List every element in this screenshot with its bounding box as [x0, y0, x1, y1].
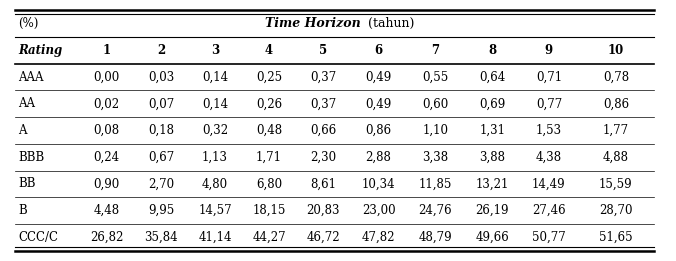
Text: 0,02: 0,02 — [94, 97, 120, 110]
Text: 5: 5 — [319, 44, 327, 57]
Text: 0,86: 0,86 — [366, 124, 391, 137]
Text: 4,48: 4,48 — [94, 204, 120, 217]
Text: 0,71: 0,71 — [536, 71, 562, 84]
Text: 0,03: 0,03 — [148, 71, 174, 84]
Text: 4,38: 4,38 — [536, 151, 562, 164]
Text: 4: 4 — [265, 44, 273, 57]
Text: 7: 7 — [431, 44, 439, 57]
Text: 1: 1 — [103, 44, 111, 57]
Text: 3,88: 3,88 — [479, 151, 505, 164]
Text: 10: 10 — [608, 44, 624, 57]
Text: 28,70: 28,70 — [599, 204, 633, 217]
Text: 0,18: 0,18 — [148, 124, 174, 137]
Text: 0,48: 0,48 — [256, 124, 282, 137]
Text: 23,00: 23,00 — [362, 204, 395, 217]
Text: 14,49: 14,49 — [532, 177, 566, 190]
Text: 20,83: 20,83 — [306, 204, 340, 217]
Text: 4,80: 4,80 — [202, 177, 228, 190]
Text: 0,14: 0,14 — [202, 97, 228, 110]
Text: BBB: BBB — [18, 151, 45, 164]
Text: (tahun): (tahun) — [364, 17, 414, 30]
Text: 2,88: 2,88 — [366, 151, 391, 164]
Text: 1,31: 1,31 — [479, 124, 505, 137]
Text: 46,72: 46,72 — [306, 231, 340, 244]
Text: 8,61: 8,61 — [310, 177, 336, 190]
Text: 49,66: 49,66 — [475, 231, 509, 244]
Text: 13,21: 13,21 — [475, 177, 509, 190]
Text: 26,19: 26,19 — [475, 204, 509, 217]
Text: B: B — [18, 204, 27, 217]
Text: 1,77: 1,77 — [603, 124, 629, 137]
Text: 0,25: 0,25 — [256, 71, 282, 84]
Text: 0,90: 0,90 — [94, 177, 120, 190]
Text: 47,82: 47,82 — [362, 231, 395, 244]
Text: 0,49: 0,49 — [366, 97, 391, 110]
Text: 0,32: 0,32 — [202, 124, 228, 137]
Text: Rating: Rating — [18, 44, 62, 57]
Text: 2: 2 — [157, 44, 165, 57]
Text: 0,49: 0,49 — [366, 71, 391, 84]
Text: 35,84: 35,84 — [144, 231, 178, 244]
Text: (%): (%) — [18, 17, 39, 30]
Text: 2,70: 2,70 — [148, 177, 174, 190]
Text: 0,26: 0,26 — [256, 97, 282, 110]
Text: 0,67: 0,67 — [148, 151, 174, 164]
Text: BB: BB — [18, 177, 36, 190]
Text: 0,64: 0,64 — [479, 71, 505, 84]
Text: 0,14: 0,14 — [202, 71, 228, 84]
Text: 15,59: 15,59 — [599, 177, 633, 190]
Text: 1,71: 1,71 — [256, 151, 282, 164]
Text: 1,13: 1,13 — [202, 151, 228, 164]
Text: 48,79: 48,79 — [418, 231, 452, 244]
Text: 26,82: 26,82 — [90, 231, 124, 244]
Text: 0,24: 0,24 — [94, 151, 120, 164]
Text: 0,86: 0,86 — [603, 97, 629, 110]
Text: 4,88: 4,88 — [603, 151, 629, 164]
Text: Time Horizon: Time Horizon — [264, 17, 360, 30]
Text: 11,85: 11,85 — [418, 177, 452, 190]
Text: 27,46: 27,46 — [532, 204, 566, 217]
Text: 3,38: 3,38 — [422, 151, 448, 164]
Text: 41,14: 41,14 — [198, 231, 232, 244]
Text: 50,77: 50,77 — [532, 231, 566, 244]
Text: 24,76: 24,76 — [418, 204, 452, 217]
Text: 9,95: 9,95 — [148, 204, 174, 217]
Text: 0,08: 0,08 — [94, 124, 120, 137]
Text: 6,80: 6,80 — [256, 177, 282, 190]
Text: 0,66: 0,66 — [310, 124, 336, 137]
Text: CCC/C: CCC/C — [18, 231, 58, 244]
Text: 18,15: 18,15 — [252, 204, 286, 217]
Text: 0,69: 0,69 — [479, 97, 505, 110]
Text: 3: 3 — [211, 44, 219, 57]
Text: A: A — [18, 124, 27, 137]
Text: 0,60: 0,60 — [422, 97, 448, 110]
Text: 0,77: 0,77 — [536, 97, 562, 110]
Text: 0,55: 0,55 — [422, 71, 448, 84]
Text: 1,53: 1,53 — [536, 124, 562, 137]
Text: 0,00: 0,00 — [94, 71, 120, 84]
Text: 0,07: 0,07 — [148, 97, 174, 110]
Text: 9: 9 — [545, 44, 553, 57]
Text: 1,10: 1,10 — [422, 124, 448, 137]
Text: 6: 6 — [375, 44, 383, 57]
Text: AAA: AAA — [18, 71, 44, 84]
Text: 0,37: 0,37 — [310, 97, 336, 110]
Text: 0,78: 0,78 — [603, 71, 629, 84]
Text: AA: AA — [18, 97, 35, 110]
Text: 8: 8 — [488, 44, 496, 57]
Text: 2,30: 2,30 — [310, 151, 336, 164]
Text: 10,34: 10,34 — [362, 177, 395, 190]
Text: 0,37: 0,37 — [310, 71, 336, 84]
Text: 44,27: 44,27 — [252, 231, 286, 244]
Text: 51,65: 51,65 — [599, 231, 633, 244]
Text: 14,57: 14,57 — [198, 204, 232, 217]
